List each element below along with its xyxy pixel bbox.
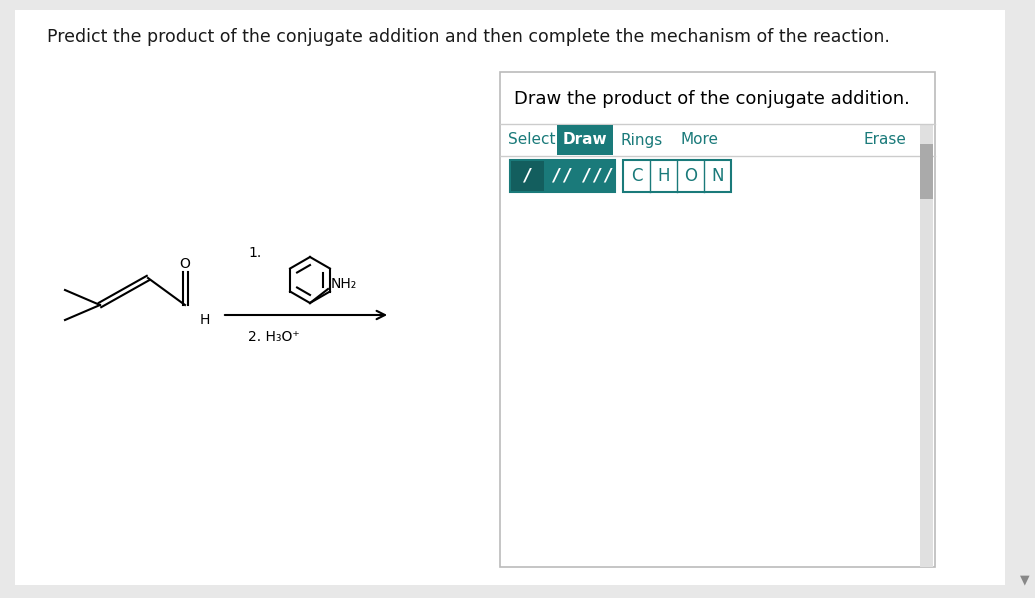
Text: 1.: 1. [248, 246, 261, 260]
Text: More: More [681, 133, 719, 148]
Text: Predict the product of the conjugate addition and then complete the mechanism of: Predict the product of the conjugate add… [47, 28, 890, 46]
Text: ///: /// [581, 167, 614, 185]
Text: NH₂: NH₂ [331, 277, 357, 291]
Bar [500, 72, 935, 567]
Text: O: O [179, 257, 190, 271]
Text: N: N [711, 167, 723, 185]
Text: 2. H₃O⁺: 2. H₃O⁺ [248, 330, 299, 344]
Bar [920, 124, 933, 567]
Text: O: O [684, 167, 697, 185]
Bar [511, 161, 544, 191]
Text: /: / [522, 167, 532, 185]
Text: H: H [657, 167, 670, 185]
Text: C: C [630, 167, 643, 185]
Text: //: // [551, 167, 573, 185]
Bar [510, 160, 615, 192]
Bar [623, 160, 731, 192]
Text: Draw: Draw [563, 133, 608, 148]
Text: Select: Select [508, 133, 556, 148]
Bar [557, 125, 613, 155]
Text: Rings: Rings [621, 133, 663, 148]
Text: Erase: Erase [863, 133, 907, 148]
Bar [920, 144, 933, 199]
Text: Draw the product of the conjugate addition.: Draw the product of the conjugate additi… [514, 90, 910, 108]
Text: ▼: ▼ [1021, 573, 1030, 587]
Text: H: H [200, 313, 210, 327]
